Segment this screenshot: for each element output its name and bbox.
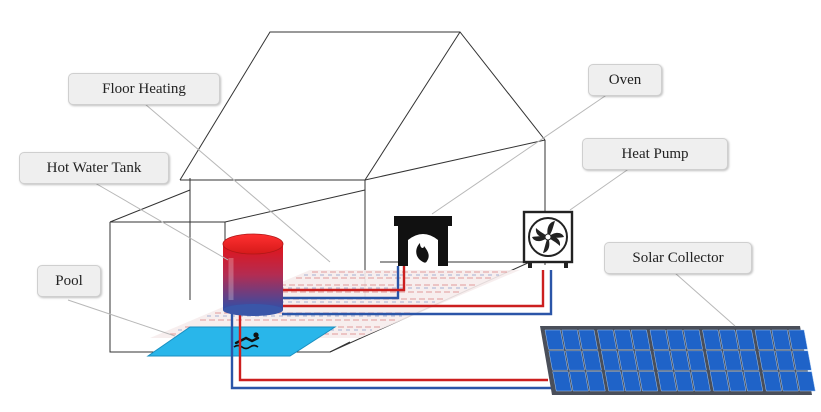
solar-cell [569, 371, 589, 392]
solar-cell [674, 371, 694, 392]
solar-cell [653, 350, 674, 371]
solar-cell [552, 371, 572, 392]
solar-cell [582, 350, 602, 371]
solar-cell [706, 350, 726, 371]
solar-cell [722, 350, 743, 371]
solar-cell [687, 350, 707, 371]
pool [146, 326, 337, 357]
solar-cell [779, 371, 799, 392]
pipes [230, 266, 555, 390]
water-tank-icon [222, 233, 284, 316]
solar-cell [649, 329, 670, 350]
solar-cell [634, 350, 655, 371]
pool-label: Pool [37, 265, 101, 297]
solar-cell [758, 350, 779, 371]
solar-collector-label: Solar Collector [604, 242, 752, 274]
solar-cell [762, 371, 782, 392]
solar-cell [739, 350, 760, 371]
solar-cell [775, 350, 795, 371]
fireplace-icon [394, 216, 452, 266]
solar-cell [578, 329, 598, 350]
solar-cell [709, 371, 730, 392]
solar-cell [754, 329, 775, 350]
solar-cell [621, 371, 642, 392]
solar-cell [792, 350, 812, 371]
solar-cell [614, 329, 634, 350]
solar-cell [683, 329, 703, 350]
solar-cell [743, 371, 764, 392]
solar-cell [638, 371, 659, 392]
solar-cell [666, 329, 687, 350]
solar-cell [630, 329, 651, 350]
solar-cell [565, 350, 585, 371]
solar-cell [657, 371, 677, 392]
solar-cell [771, 329, 792, 350]
solar-cell [726, 371, 747, 392]
solar-cell [544, 329, 565, 350]
callout-leaders [67, 93, 736, 337]
solar-cell [796, 371, 816, 392]
solar-cell [586, 371, 606, 392]
solar-cell [548, 350, 569, 371]
solar-cell [788, 329, 808, 350]
solar-cell [735, 329, 756, 350]
solar-cell [597, 329, 617, 350]
solar-cell [604, 371, 625, 392]
solar-cell [601, 350, 621, 371]
solar-cell [617, 350, 638, 371]
solar-cell [691, 371, 711, 392]
solar-cell [702, 329, 722, 350]
floor-heating-label: Floor Heating [68, 73, 220, 105]
solar-panel-icon [540, 326, 816, 395]
solar-cell [561, 329, 582, 350]
heat-pump-label: Heat Pump [582, 138, 728, 170]
solar-cell [670, 350, 690, 371]
hot-water-tank-label: Hot Water Tank [19, 152, 169, 184]
solar-cell [719, 329, 739, 350]
fan-icon [522, 210, 574, 268]
oven-label: Oven [588, 64, 662, 96]
